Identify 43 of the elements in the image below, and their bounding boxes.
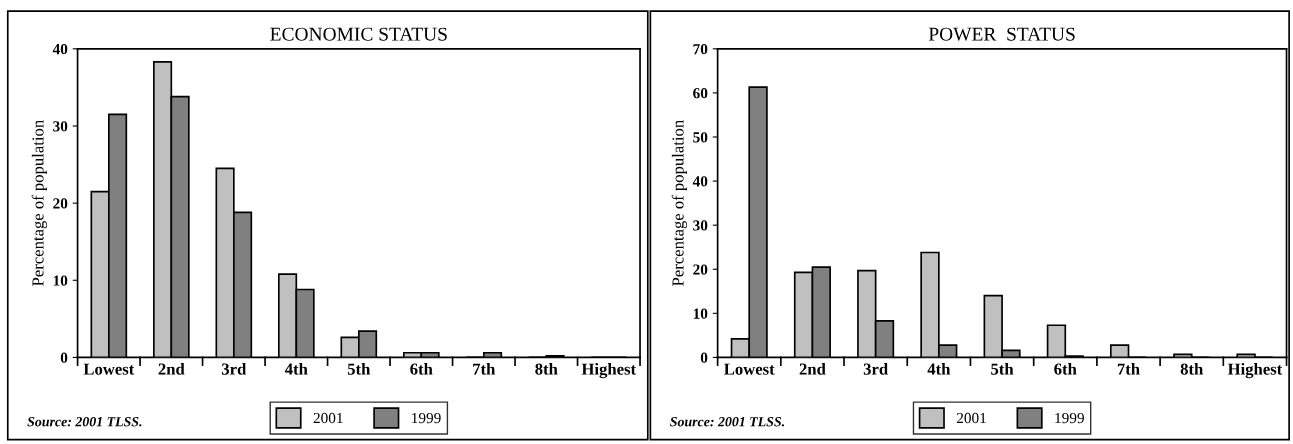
y-tick-label: 20 bbox=[53, 198, 68, 209]
legend-label: 1999 bbox=[1055, 412, 1084, 424]
source-note: Source: 2001 TLSS. bbox=[670, 417, 785, 427]
x-tick-label: 2nd bbox=[799, 362, 826, 375]
x-tick-label: 7th bbox=[1117, 362, 1140, 375]
y-tick-label: 10 bbox=[693, 308, 708, 319]
legend-label: 1999 bbox=[412, 412, 441, 424]
y-axis-title: Percentage of population bbox=[31, 120, 48, 286]
y-tick-label: 10 bbox=[53, 275, 68, 286]
chart-title: ECONOMIC STATUS bbox=[270, 27, 447, 41]
y-tick-label: 0 bbox=[60, 352, 68, 363]
x-tick-label: Lowest bbox=[83, 363, 135, 375]
y-tick-label: 30 bbox=[53, 121, 68, 132]
x-tick-label: Highest bbox=[1227, 362, 1283, 379]
y-tick-label: 40 bbox=[692, 176, 708, 187]
x-tick-label: 3rd bbox=[221, 362, 247, 375]
legend-label: 2001 bbox=[956, 412, 986, 424]
source-note: Source: 2001 TLSS. bbox=[27, 417, 142, 427]
x-tick-label: Lowest bbox=[724, 363, 775, 375]
chart-title: POWER STATUS bbox=[928, 27, 1075, 41]
x-tick-label: 5th bbox=[991, 362, 1014, 375]
x-tick-label: 8th bbox=[1180, 362, 1204, 375]
x-tick-label: 3rd bbox=[863, 362, 888, 375]
y-tick-label: 70 bbox=[693, 43, 708, 55]
bar bbox=[482, 351, 503, 358]
y-tick-label: 50 bbox=[693, 132, 708, 143]
x-tick-label: 7th bbox=[473, 362, 496, 375]
x-tick-label: 2nd bbox=[158, 362, 185, 375]
x-tick-label: 4th bbox=[284, 362, 308, 375]
y-tick-label: 30 bbox=[693, 220, 708, 231]
x-tick-label: Highest bbox=[581, 362, 637, 379]
y-tick-label: 60 bbox=[693, 88, 708, 99]
x-tick-label: 6th bbox=[1054, 362, 1077, 375]
x-tick-label: 6th bbox=[410, 362, 433, 375]
x-tick-label: 4th bbox=[927, 362, 951, 375]
legend-label: 2001 bbox=[313, 412, 343, 424]
x-tick-label: 5th bbox=[347, 362, 371, 375]
x-tick-label: 8th bbox=[535, 362, 558, 375]
y-tick-label: 40 bbox=[52, 43, 68, 55]
y-axis-title: Percentage of population bbox=[671, 120, 688, 286]
y-tick-label: 0 bbox=[700, 352, 708, 363]
bar bbox=[1109, 344, 1130, 358]
y-tick-label: 20 bbox=[693, 264, 708, 275]
